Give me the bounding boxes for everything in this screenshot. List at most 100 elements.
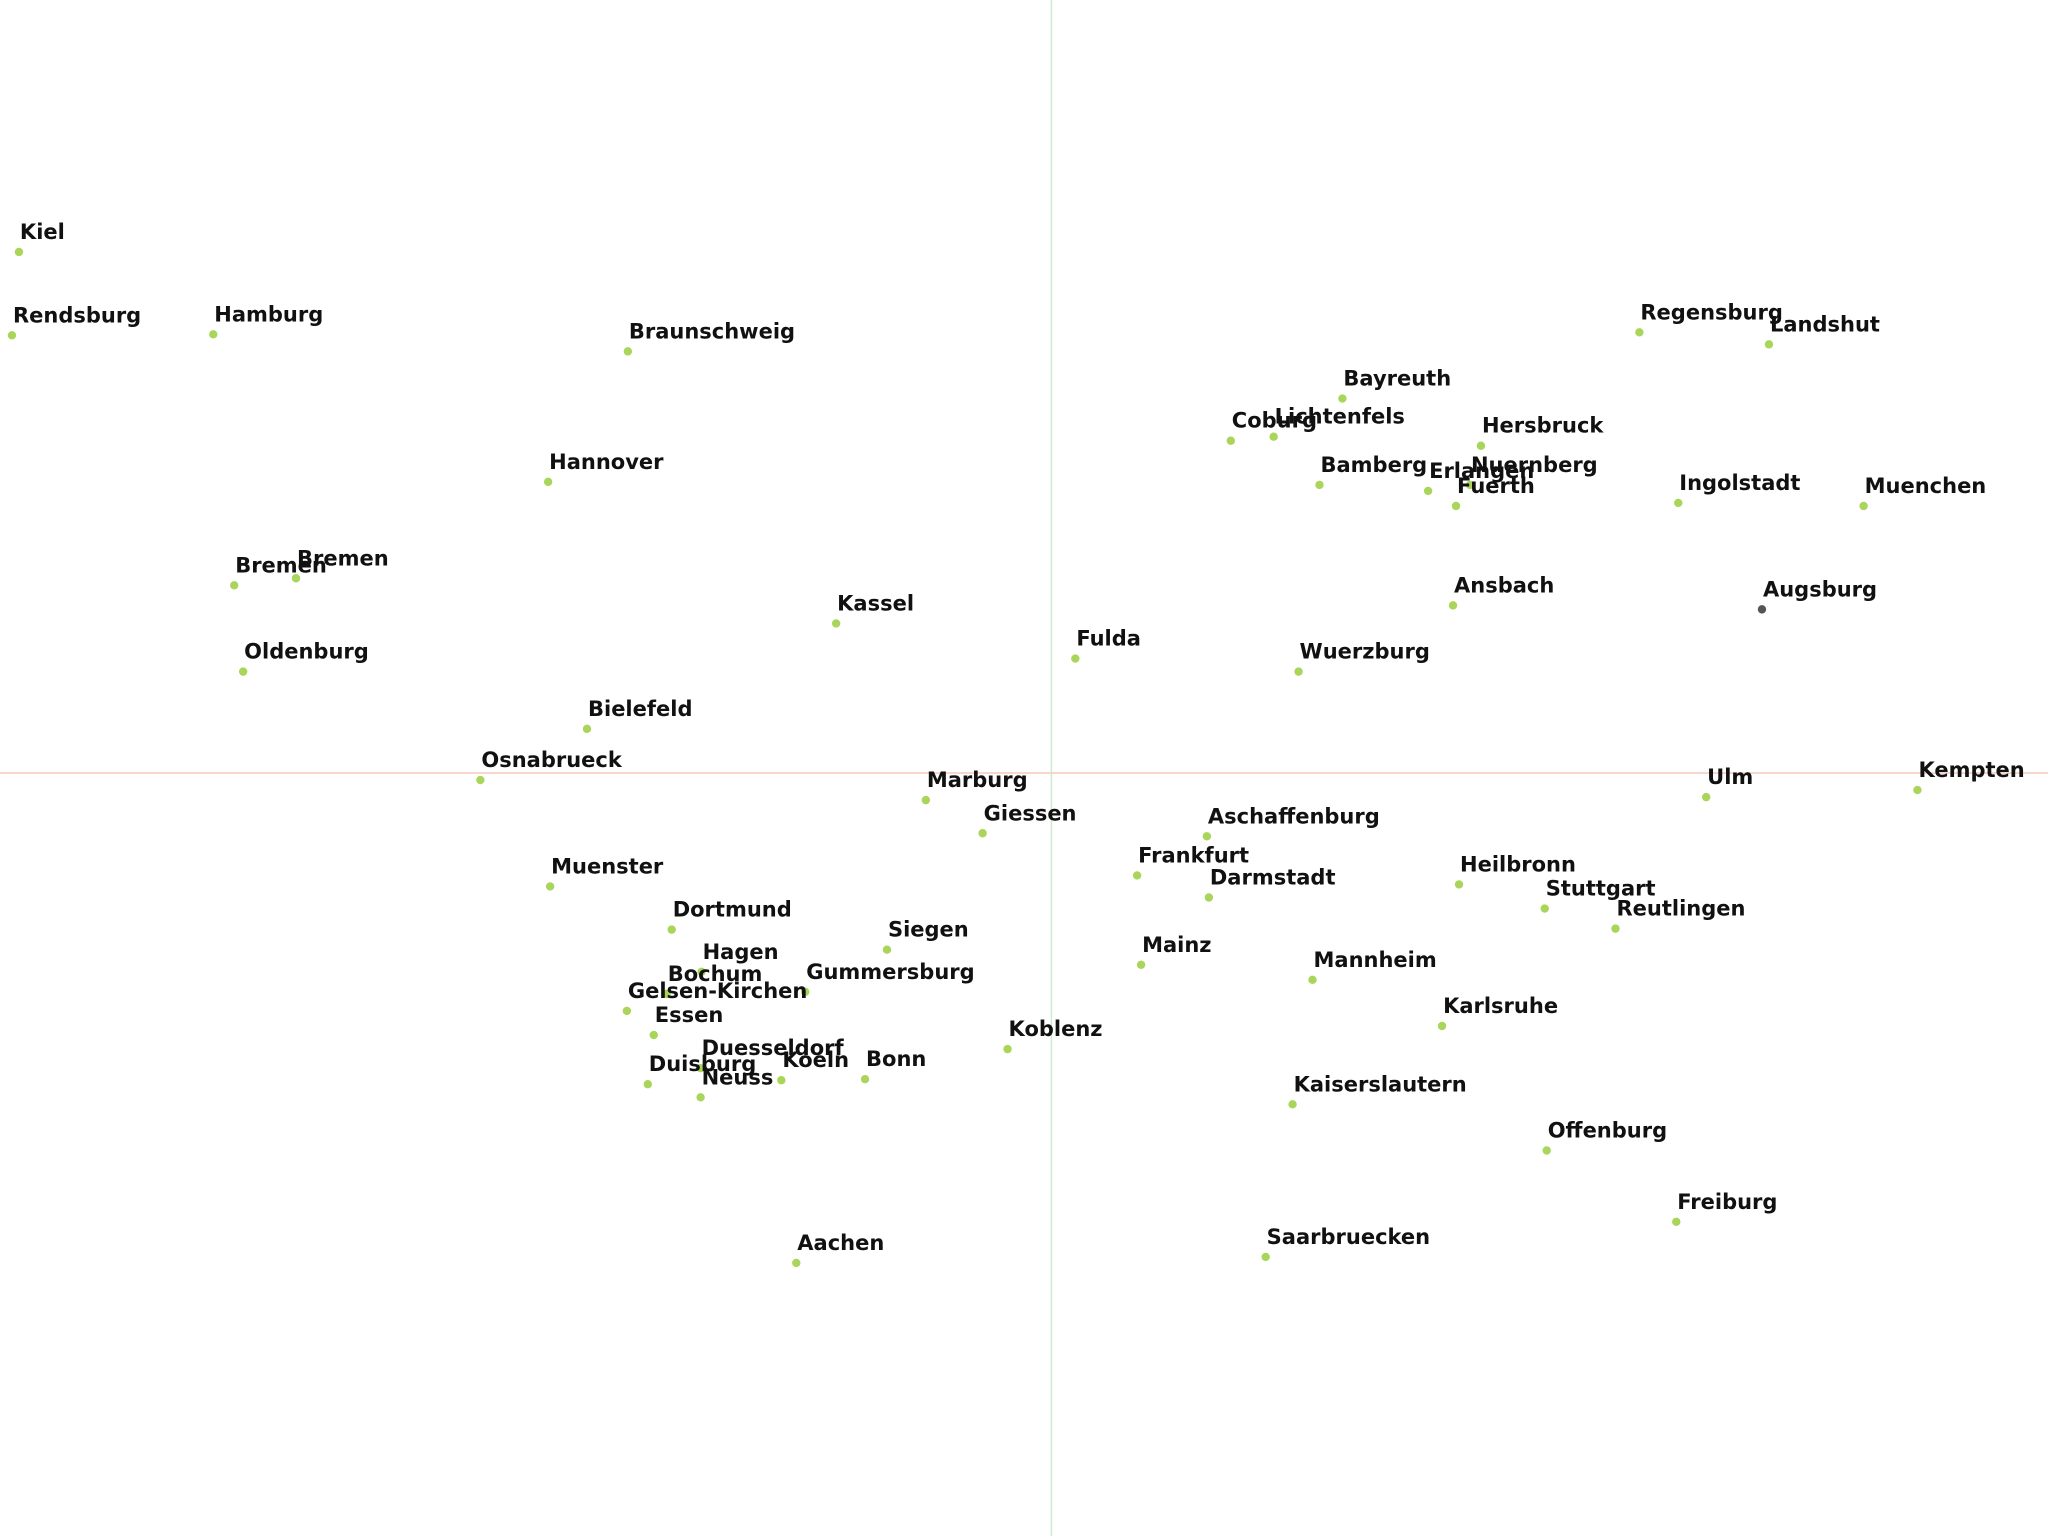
data-point[interactable] (209, 330, 218, 339)
data-label: Offenburg (1548, 1118, 1667, 1142)
data-point[interactable] (1465, 480, 1475, 490)
data-point[interactable] (1448, 601, 1458, 610)
data-point[interactable] (1288, 1100, 1297, 1109)
data-point[interactable] (697, 967, 706, 976)
data-point[interactable] (696, 1063, 705, 1073)
data-point[interactable] (291, 574, 301, 583)
data-label: Lichtenfels (1275, 405, 1405, 429)
data-point[interactable] (801, 987, 810, 997)
data-point[interactable] (643, 1080, 652, 1089)
data-point[interactable] (1003, 1044, 1012, 1054)
data-point[interactable] (662, 989, 671, 999)
data-point[interactable] (1136, 960, 1146, 969)
data-label: Kiel (20, 220, 65, 244)
data-point[interactable] (1437, 1021, 1447, 1031)
data-point[interactable] (1859, 501, 1868, 511)
data-label: Frankfurt (1138, 843, 1249, 867)
data-point[interactable] (543, 477, 553, 487)
data-label: Duesseldorf (702, 1036, 845, 1060)
data-point[interactable] (1542, 1146, 1551, 1155)
data-point[interactable] (777, 1076, 786, 1085)
data-label: Gelsen-Kirchen (628, 979, 808, 1003)
data-point[interactable] (792, 1258, 801, 1268)
data-point[interactable] (1757, 605, 1767, 614)
data-point[interactable] (667, 925, 676, 934)
data-point[interactable] (1672, 1217, 1681, 1226)
data-label: Hersbruck (1482, 414, 1604, 438)
data-point[interactable] (1451, 501, 1461, 511)
data-label: Heilbronn (1460, 852, 1576, 876)
data-point[interactable] (1701, 792, 1711, 802)
data-point[interactable] (623, 347, 633, 356)
data-point[interactable] (545, 882, 555, 891)
data-label: Wuerzburg (1300, 640, 1430, 664)
data-point[interactable] (1423, 486, 1433, 496)
data-point[interactable] (831, 619, 841, 628)
data-point[interactable] (1338, 394, 1347, 403)
data-label: Bamberg (1320, 453, 1427, 477)
data-point[interactable] (14, 247, 24, 257)
data-point[interactable] (238, 667, 248, 676)
data-label: Landshut (1770, 312, 1880, 336)
data-label: Dortmund (673, 898, 792, 922)
data-point[interactable] (1202, 832, 1212, 841)
data-label: Fulda (1076, 627, 1141, 651)
data-point[interactable] (1540, 904, 1549, 913)
data-label: Erlangen (1429, 459, 1534, 483)
data-point[interactable] (622, 1006, 632, 1016)
data-point[interactable] (1913, 785, 1922, 795)
data-point[interactable] (1204, 893, 1214, 902)
data-point[interactable] (7, 331, 17, 340)
data-point[interactable] (1226, 436, 1235, 445)
data-point[interactable] (1071, 654, 1080, 663)
labels-layer: Kiel Rendsburg Hamburg Braunschweig Hannover… (13, 220, 2025, 1255)
data-point[interactable] (1294, 667, 1303, 676)
data-point[interactable] (1261, 1252, 1270, 1262)
data-point[interactable] (1315, 480, 1324, 490)
data-label: Mannheim (1314, 948, 1437, 972)
data-point[interactable] (582, 724, 592, 734)
data-label: Ansbach (1454, 573, 1554, 597)
data-point[interactable] (882, 945, 892, 954)
data-label: Karlsruhe (1443, 994, 1558, 1018)
data-point[interactable] (921, 795, 931, 805)
data-point[interactable] (1269, 432, 1278, 441)
data-point[interactable] (1132, 871, 1142, 880)
data-point[interactable] (1635, 328, 1644, 337)
data-point[interactable] (1476, 441, 1486, 450)
data-label: Muenchen (1865, 474, 1987, 498)
data-label: Neuss (702, 1065, 774, 1089)
data-label: Bonn (866, 1047, 926, 1071)
data-label: Hagen (703, 940, 779, 964)
data-label: Bremen (297, 546, 389, 570)
data-point[interactable] (1308, 975, 1317, 985)
data-label: Ingolstadt (1679, 471, 1800, 495)
data-label: Duisburg (649, 1052, 756, 1076)
data-label: Aachen (797, 1231, 884, 1255)
data-label: Kassel (837, 591, 914, 615)
data-label: Marburg (927, 768, 1028, 792)
data-label: Braunschweig (629, 319, 795, 343)
data-label: Oldenburg (244, 640, 369, 664)
data-point[interactable] (1674, 498, 1683, 508)
data-point[interactable] (1454, 880, 1464, 889)
data-point[interactable] (860, 1075, 870, 1084)
data-label: Rendsburg (13, 303, 141, 327)
data-point[interactable] (1611, 924, 1620, 933)
data-label: Koeln (782, 1048, 849, 1072)
data-label: Hannover (549, 450, 664, 474)
data-point[interactable] (696, 1093, 705, 1102)
data-point[interactable] (649, 1030, 658, 1040)
data-label: Siegen (888, 918, 969, 942)
data-label: Coburg (1232, 409, 1317, 433)
data-point[interactable] (229, 581, 239, 590)
data-label: Nuernberg (1471, 453, 1598, 477)
data-label: Essen (655, 1003, 724, 1027)
data-point[interactable] (978, 829, 987, 838)
data-label: Koblenz (1009, 1017, 1103, 1041)
data-point[interactable] (1764, 340, 1774, 349)
data-label: Mainz (1142, 933, 1211, 957)
points-layer (7, 247, 1922, 1268)
data-point[interactable] (476, 775, 485, 785)
